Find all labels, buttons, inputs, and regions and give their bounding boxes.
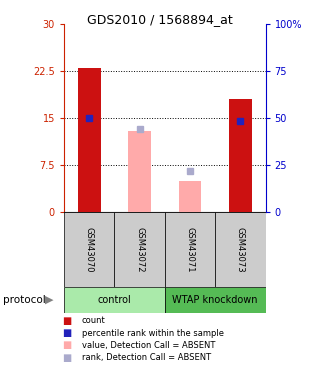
Bar (165, 212, 215, 287)
Text: ■: ■ (63, 340, 72, 350)
Bar (128, 130, 151, 212)
Text: protocol: protocol (3, 295, 46, 305)
Text: ▶: ▶ (45, 295, 54, 305)
Text: GDS2010 / 1568894_at: GDS2010 / 1568894_at (87, 13, 233, 26)
Text: GSM43072: GSM43072 (135, 226, 144, 272)
Bar (78, 68, 100, 212)
Bar (64, 287, 165, 313)
Bar (179, 181, 201, 212)
Bar (64, 212, 115, 287)
Bar (165, 287, 266, 313)
Bar (115, 212, 165, 287)
Text: GSM43073: GSM43073 (236, 226, 245, 272)
Text: ■: ■ (63, 316, 72, 326)
Text: value, Detection Call = ABSENT: value, Detection Call = ABSENT (82, 341, 215, 350)
Text: count: count (82, 316, 105, 325)
Text: GSM43070: GSM43070 (85, 226, 94, 272)
Text: WTAP knockdown: WTAP knockdown (172, 295, 258, 305)
Text: GSM43071: GSM43071 (186, 226, 195, 272)
Text: control: control (98, 295, 131, 305)
Bar (229, 99, 252, 212)
Text: ■: ■ (63, 353, 72, 363)
Text: rank, Detection Call = ABSENT: rank, Detection Call = ABSENT (82, 353, 211, 362)
Text: ■: ■ (63, 328, 72, 338)
Text: percentile rank within the sample: percentile rank within the sample (82, 328, 224, 338)
Bar (215, 212, 266, 287)
